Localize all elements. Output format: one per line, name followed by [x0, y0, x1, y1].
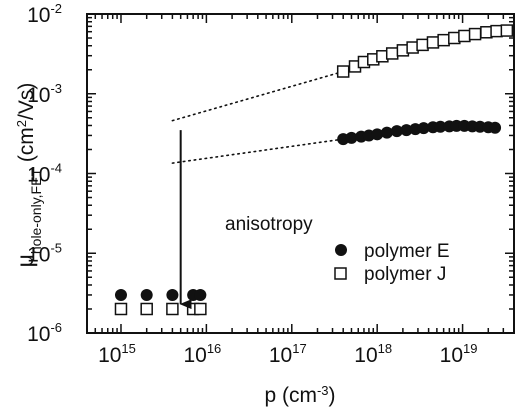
data-point-polymer-j [166, 302, 179, 316]
legend-marker-polymer-j [334, 267, 347, 280]
x-axis [86, 14, 515, 333]
y-tick-labels: 10-6 10-5 10-4 10-3 10-2 [27, 1, 62, 346]
legend-label-polymer-j: polymer J [364, 264, 446, 285]
data-point-polymer-e [380, 126, 393, 139]
data-point-polymer-e [140, 288, 153, 301]
x-tick-label: 1018 [354, 341, 392, 367]
data-point-polymer-j [416, 38, 429, 52]
y-tick-label: 10-3 [27, 81, 62, 107]
x-tick-label: 1017 [269, 341, 307, 367]
data-point-polymer-e [371, 128, 384, 141]
data-point-polymer-j [426, 36, 440, 49]
data-point-polymer-j [468, 27, 482, 41]
data-point-polymer-e [345, 131, 358, 144]
y-tick-label: 10-2 [27, 1, 62, 27]
data-point-polymer-j [437, 33, 450, 47]
y-tick-label: 10-6 [27, 320, 62, 346]
data-point-polymer-j [500, 24, 514, 37]
legend-label-polymer-e: polymer E [364, 241, 450, 262]
data-point-polymer-e [434, 120, 447, 133]
data-point-polymer-j [458, 29, 471, 43]
y-axis-label: μhole-only,FET (cm2/Vs) [12, 83, 44, 268]
legend: polymer E polymer J [334, 241, 450, 285]
fit-line-series-2 [171, 70, 345, 122]
y-tick-label: 10-5 [27, 240, 62, 266]
data-point-polymer-j [140, 302, 153, 316]
data-point-polymer-j [385, 47, 399, 60]
legend-marker-polymer-e [335, 244, 347, 256]
data-point-polymer-j [490, 24, 503, 38]
fit-line-series-1 [171, 138, 345, 164]
y-tick-label: 10-4 [27, 161, 62, 187]
data-point-polymer-e [390, 125, 403, 138]
x-axis-label: p (cm-3) [264, 383, 335, 408]
data-point-polymer-j [114, 302, 128, 316]
data-point-polymer-e [166, 288, 179, 301]
anisotropy-annotation: anisotropy [179, 130, 313, 310]
x-tick-label: 1015 [98, 341, 136, 367]
plot-frame [86, 13, 515, 334]
anisotropy-label: anisotropy [225, 214, 313, 235]
x-tick-labels: 1015 1016 1017 1018 1019 [98, 341, 477, 367]
data-point-polymer-e [417, 122, 430, 135]
data-point-polymer-e [114, 288, 127, 301]
fit-lines [171, 70, 345, 164]
data-point-polymer-j [336, 65, 350, 78]
data-point-polymer-j [194, 302, 207, 316]
data-point-polymer-e [400, 124, 413, 137]
data-point-polymer-e [194, 288, 207, 301]
x-tick-label: 1019 [440, 341, 478, 367]
data-point-polymer-e [489, 121, 502, 134]
x-tick-label: 1016 [183, 341, 221, 367]
data-points [114, 24, 514, 316]
y-axis [87, 13, 514, 334]
data-point-polymer-j [480, 26, 493, 39]
